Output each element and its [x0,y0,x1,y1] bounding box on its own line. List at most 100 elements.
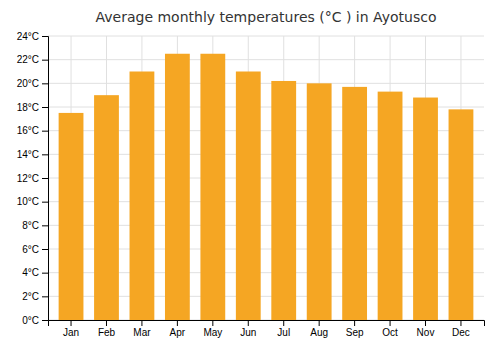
x-tick-label: Aug [310,327,328,338]
x-tick: Jan [63,320,79,338]
bar [271,81,296,320]
y-tick-mark [42,83,48,84]
x-tick-label: Nov [417,327,435,338]
y-tick-mark [42,225,48,226]
x-tick-label: Jul [277,327,290,338]
y-tick-label: 0°C [22,315,39,326]
x-tick-mark [106,320,107,326]
x-tick: Aug [310,320,328,338]
x-tick-mark [248,320,249,326]
y-tick: 14°C [17,149,48,160]
y-tick-mark [42,178,48,179]
y-tick: 16°C [17,125,48,136]
y-tick-mark [42,202,48,203]
x-tick: Sep [346,320,364,338]
y-tick-label: 24°C [17,31,39,42]
chart-svg: 0°C 2°C 4°C 6°C 8°C 10°C 12°C 14°C 16°C 18°C 20°C 2… [0,0,500,350]
y-tick: 2°C [22,291,48,302]
grid [48,36,484,320]
y-tick-label: 10°C [17,196,39,207]
x-tick: Mar [133,320,151,338]
y-axis-line [42,37,49,321]
x-axis-line [49,321,485,327]
y-tick: 24°C [17,31,48,42]
x-tick-label: Sep [346,327,364,338]
bar [200,54,225,320]
y-tick-mark [42,36,48,37]
bar [130,72,155,321]
x-tick-mark [141,320,142,326]
y-tick: 4°C [22,267,48,278]
y-tick: 10°C [17,196,48,207]
plot-area: 0°C 2°C 4°C 6°C 8°C 10°C 12°C 14°C 16°C 18°C 20°C 2… [17,31,485,338]
y-tick-label: 16°C [17,125,39,136]
x-tick-label: Jan [63,327,79,338]
x-tick-mark [460,320,461,326]
bar [236,72,261,321]
y-grid-line [48,83,484,84]
bars [59,54,474,320]
y-tick: 8°C [22,220,48,231]
x-tick-mark [283,320,284,326]
x-tick-mark [212,320,213,326]
bar [413,98,438,320]
y-tick-label: 8°C [22,220,39,231]
y-tick: 6°C [22,244,48,255]
bar [94,95,119,320]
x-tick-label: Mar [133,327,151,338]
bar [378,92,403,320]
x-tick: Feb [98,320,116,338]
y-tick-label: 12°C [17,173,39,184]
y-tick-mark [42,249,48,250]
y-tick: 20°C [17,78,48,89]
y-tick: 0°C [22,315,48,326]
y-tick-label: 4°C [22,267,39,278]
y-tick: 18°C [17,102,48,113]
y-grid-line [48,59,484,60]
x-tick-label: Oct [382,327,398,338]
y-tick-label: 2°C [22,291,39,302]
y-tick: 22°C [17,54,48,65]
x-tick: May [203,320,222,338]
x-tick-label: May [203,327,222,338]
y-tick-mark [42,131,48,132]
y-grid-line [48,36,484,37]
x-tick: Jul [277,320,290,338]
bar [342,87,367,320]
bar [165,54,190,320]
x-tick-mark [71,320,72,326]
x-tick: Oct [382,320,398,338]
chart-container: 0°C 2°C 4°C 6°C 8°C 10°C 12°C 14°C 16°C 18°C 20°C 2… [0,0,500,350]
y-tick-mark [42,296,48,297]
x-tick: Dec [452,320,470,338]
y-tick-mark [42,154,48,155]
x-axis: Jan Feb Mar Apr May Jun Jul Aug Sep Oct Nov Dec [49,320,485,338]
x-tick-label: Jun [240,327,256,338]
y-tick-mark [42,320,48,321]
bar [449,109,474,320]
y-tick-mark [42,60,48,61]
x-tick: Nov [417,320,435,338]
y-tick-label: 6°C [22,244,39,255]
x-tick-label: Apr [170,327,186,338]
x-tick-mark [319,320,320,326]
x-tick: Apr [170,320,186,338]
x-tick-mark [425,320,426,326]
title: Average monthly temperatures (°C ) in Ay… [96,9,437,25]
y-tick-mark [42,273,48,274]
y-tick-label: 20°C [17,78,39,89]
bar [307,83,332,320]
x-tick-mark [177,320,178,326]
y-tick-label: 22°C [17,54,39,65]
y-axis: 0°C 2°C 4°C 6°C 8°C 10°C 12°C 14°C 16°C 18°C 20°C 2… [17,31,49,326]
bar [59,113,84,320]
y-tick: 12°C [17,173,48,184]
x-tick-label: Dec [452,327,470,338]
y-tick-label: 14°C [17,149,39,160]
y-tick-label: 18°C [17,102,39,113]
x-tick-mark [390,320,391,326]
x-tick-mark [354,320,355,326]
y-tick-mark [42,107,48,108]
x-tick: Jun [240,320,256,338]
x-tick-label: Feb [98,327,116,338]
